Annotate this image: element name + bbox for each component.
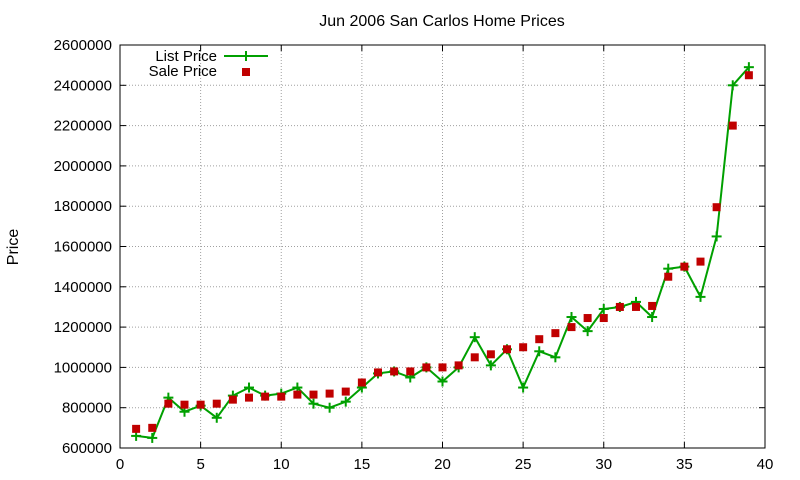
x-tick-label: 10 [273, 456, 290, 473]
y-tick-label: 1200000 [54, 319, 112, 336]
sale-price-point [277, 392, 286, 401]
list-price-point [663, 263, 674, 274]
sale-price-point [583, 314, 592, 323]
y-tick-label: 1400000 [54, 279, 112, 296]
legend-label-list-price: List Price [155, 48, 217, 65]
sale-price-point [551, 329, 560, 338]
sale-price-point [228, 395, 237, 404]
legend-marker-sale-price [242, 68, 250, 76]
sale-price-point [680, 262, 689, 271]
sale-price-point [148, 423, 157, 432]
sale-price-point [212, 399, 221, 408]
sale-price-point [341, 387, 350, 396]
y-tick-label: 2000000 [54, 158, 112, 175]
sale-price-point [309, 390, 318, 399]
list-price-point [566, 312, 577, 323]
legend-marker-list-price [241, 51, 251, 61]
sale-price-point [486, 350, 495, 359]
y-tick-label: 2200000 [54, 118, 112, 135]
sale-price-point [357, 378, 366, 387]
sale-price-point [132, 424, 141, 433]
y-tick-label: 2400000 [54, 77, 112, 94]
sale-price-point [164, 399, 173, 408]
y-axis-title: Price [5, 229, 22, 266]
list-price-point [308, 398, 319, 409]
sale-price-point [422, 363, 431, 372]
x-tick-label: 40 [757, 456, 774, 473]
sale-price-point [454, 361, 463, 370]
sale-price-point [245, 393, 253, 402]
grid-lines [120, 45, 765, 448]
list-price-point [695, 291, 706, 302]
list-price-point [743, 62, 754, 73]
sale-price-point [503, 345, 511, 354]
x-tick-label: 20 [434, 456, 451, 473]
list-price-point [244, 382, 254, 393]
x-tick-label: 5 [196, 456, 204, 473]
sale-price-point [519, 343, 528, 352]
list-price-point [518, 382, 529, 393]
sale-price-point [712, 203, 721, 212]
sale-price-point [728, 121, 737, 130]
sale-price-point [374, 368, 382, 377]
chart-title: Jun 2006 San Carlos Home Prices [319, 13, 564, 30]
sale-price-point [648, 301, 657, 310]
sale-price-point [744, 71, 753, 80]
list-price-point [550, 352, 561, 363]
y-tick-label: 1600000 [54, 239, 112, 256]
list-price-point [324, 402, 335, 413]
legend: List Price Sale Price [149, 48, 268, 80]
sale-price-point [325, 389, 334, 398]
list-price-point [582, 326, 593, 337]
sale-price-point [438, 363, 447, 372]
sale-price-point [632, 302, 640, 311]
y-tick-label: 600000 [62, 440, 112, 457]
sale-price-point [390, 367, 399, 376]
y-tick-label: 2600000 [54, 37, 112, 54]
sale-price-point [293, 390, 302, 399]
sale-price-point [696, 257, 705, 266]
list-price-point [711, 231, 722, 242]
list-price-point [647, 312, 658, 323]
list-price-point [469, 332, 480, 343]
sale-price-point [615, 302, 624, 311]
list-price-point [211, 412, 222, 423]
x-tick-label: 0 [116, 456, 124, 473]
sale-price-point [599, 314, 608, 323]
tick-labels: 0 5 10 15 20 25 30 35 40 600000 800000 1000000 12000… [54, 37, 774, 473]
list-price-point [437, 376, 448, 387]
x-tick-label: 15 [354, 456, 371, 473]
sale-price-point [664, 272, 673, 281]
data-series [131, 62, 754, 443]
list-price-point [485, 360, 496, 371]
y-tick-label: 1000000 [54, 359, 112, 376]
y-tick-label: 800000 [62, 400, 112, 417]
x-tick-label: 25 [515, 456, 532, 473]
list-price-point [598, 303, 609, 314]
list-price-point [340, 396, 351, 407]
sale-price-point [567, 323, 576, 332]
x-tick-label: 30 [595, 456, 612, 473]
sale-price-point [535, 335, 544, 344]
y-tick-label: 1800000 [54, 198, 112, 215]
list-price-point [727, 80, 738, 91]
list-price-point [147, 432, 158, 443]
legend-label-sale-price: Sale Price [149, 63, 217, 80]
x-tick-label: 35 [676, 456, 693, 473]
sale-price-point [180, 400, 189, 409]
plot-frame [119, 44, 766, 449]
sale-price-point [406, 367, 415, 376]
sale-price-point [196, 400, 205, 409]
sale-price-point [261, 392, 270, 401]
sale-price-point [470, 353, 479, 362]
list-price-point [534, 346, 545, 357]
